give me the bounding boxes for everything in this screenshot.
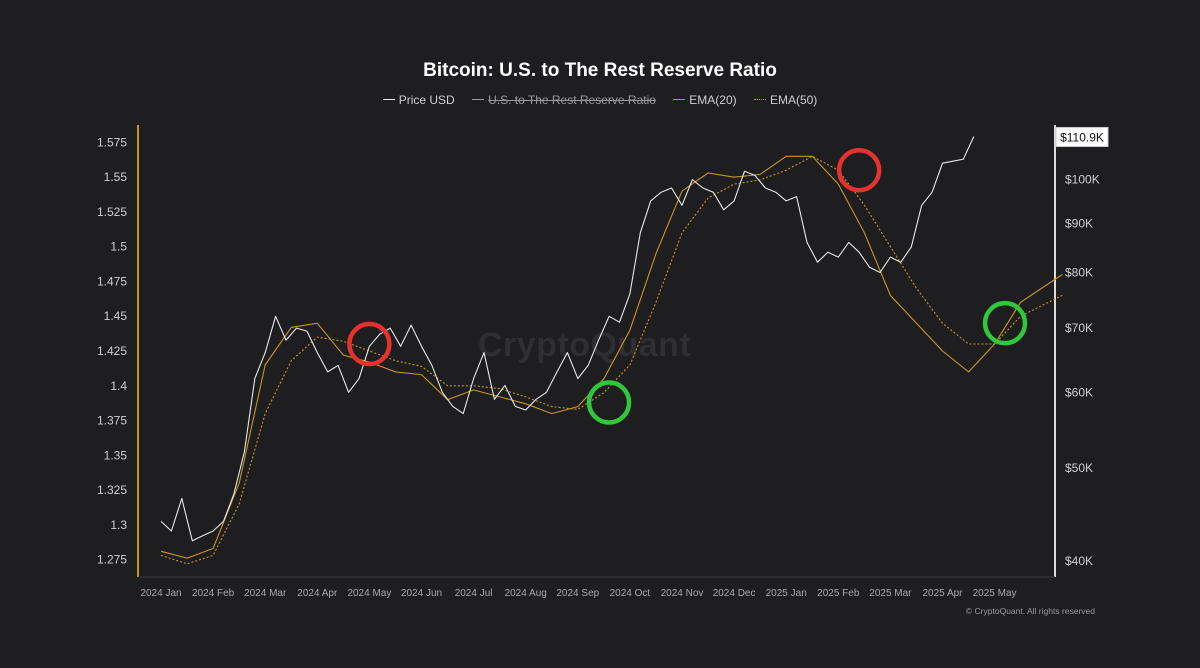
left-tick-label: 1.575 <box>97 135 127 149</box>
price-usd-line <box>160 136 975 542</box>
x-tick-label: 2024 Dec <box>713 588 756 599</box>
right-tick-label: $40K <box>1065 554 1093 568</box>
right-tick-label: $90K <box>1065 216 1093 230</box>
right-tick-label: $70K <box>1065 321 1093 335</box>
green-circle-annotation <box>586 380 632 425</box>
x-tick-label: 2025 Apr <box>922 588 963 599</box>
left-tick-label: 1.45 <box>104 309 128 323</box>
chart-legend: Price USD U.S. to The Rest Reserve Ratio… <box>0 93 1200 107</box>
left-tick-label: 1.425 <box>97 344 127 358</box>
x-tick-label: 2024 Jan <box>140 588 181 599</box>
x-tick-label: 2024 Nov <box>661 588 704 599</box>
red-circle-annotation <box>836 147 882 193</box>
ema20-line <box>160 155 1063 559</box>
x-tick-label: 2024 Aug <box>505 588 547 599</box>
left-tick-label: 1.35 <box>104 448 128 462</box>
x-tick-label: 2024 Apr <box>297 588 338 599</box>
x-tick-label: 2025 Feb <box>817 588 860 599</box>
left-tick-label: 1.475 <box>97 274 127 288</box>
right-tick-label: $80K <box>1065 265 1093 279</box>
last-price-label: $110.9K <box>1060 130 1104 144</box>
ema50-line <box>160 155 1063 565</box>
left-tick-label: 1.525 <box>97 205 127 219</box>
x-tick-label: 2024 Feb <box>192 588 235 599</box>
x-tick-label: 2025 May <box>973 588 1017 599</box>
x-tick-label: 2024 Oct <box>610 588 651 599</box>
green-circle-annotation <box>982 300 1028 346</box>
left-tick-label: 1.5 <box>110 240 127 254</box>
legend-ema50[interactable]: EMA(50) <box>753 93 817 107</box>
x-tick-label: 2024 Sep <box>556 588 599 599</box>
right-tick-label: $100K <box>1065 173 1100 187</box>
copyright-note: © CryptoQuant. All rights reserved <box>965 606 1095 616</box>
x-tick-label: 2024 Jun <box>401 588 442 599</box>
last-price-box <box>1055 126 1109 147</box>
legend-price-usd[interactable]: Price USD <box>382 93 455 107</box>
left-tick-label: 1.3 <box>110 518 127 532</box>
right-tick-label: $60K <box>1065 385 1093 399</box>
left-tick-label: 1.375 <box>97 414 127 428</box>
left-tick-label: 1.4 <box>110 379 127 393</box>
left-tick-label: 1.275 <box>97 553 127 567</box>
left-tick-label: 1.55 <box>104 170 128 184</box>
x-tick-label: 2024 Mar <box>244 588 287 599</box>
left-tick-label: 1.325 <box>97 483 127 497</box>
legend-reserve-ratio[interactable]: U.S. to The Rest Reserve Ratio <box>472 93 656 107</box>
right-tick-label: $50K <box>1065 461 1093 475</box>
legend-ema20[interactable]: EMA(20) <box>673 93 737 107</box>
x-tick-label: 2024 May <box>347 588 391 599</box>
watermark: CryptoQuant <box>478 326 692 364</box>
red-circle-annotation <box>347 321 392 367</box>
x-tick-label: 2025 Mar <box>869 588 912 599</box>
x-tick-label: 2024 Jul <box>455 588 493 599</box>
chart-title: Bitcoin: U.S. to The Rest Reserve Ratio <box>423 60 777 81</box>
x-tick-label: 2025 Jan <box>766 588 807 599</box>
